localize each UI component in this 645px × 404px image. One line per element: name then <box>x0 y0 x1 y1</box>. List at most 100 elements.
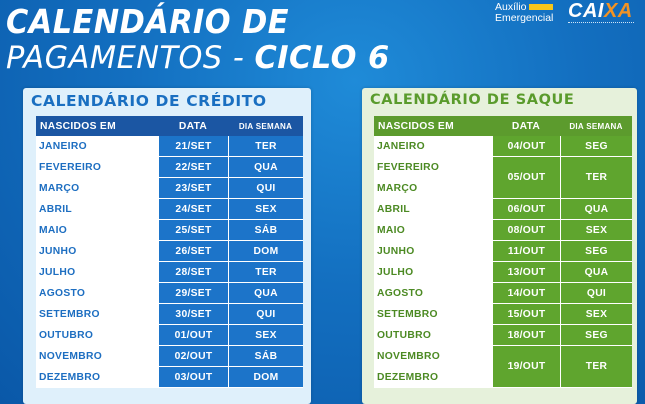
table-row: MARÇO 23/SET QUI <box>36 178 303 199</box>
withdrawal-calendar-table: NASCIDOS EM DATA DIA SEMANA JANEIRO 04/OU… <box>374 116 632 388</box>
birth-month: DEZEMBRO <box>36 367 158 388</box>
weekday: DOM <box>228 241 303 262</box>
table-row: DEZEMBRO 03/OUT DOM <box>36 367 303 388</box>
birth-month: AGOSTO <box>36 283 158 304</box>
weekday: TER <box>228 136 303 157</box>
birth-month: JANEIRO <box>36 136 158 157</box>
birth-month: NOVEMBRO <box>36 346 158 367</box>
table-header-row: NASCIDOS EM DATA DIA SEMANA <box>36 116 303 136</box>
payment-date: 19/OUT <box>492 346 560 388</box>
table-row: JANEIRO 21/SET TER <box>36 136 303 157</box>
weekday: DOM <box>228 367 303 388</box>
weekday: QUI <box>228 304 303 325</box>
payment-date: 06/OUT <box>492 199 560 220</box>
weekday: TER <box>560 157 632 199</box>
withdrawal-calendar-title: CALENDÁRIO DE SAQUE <box>370 92 575 108</box>
birth-month: JUNHO <box>36 241 158 262</box>
logo-badge <box>528 4 553 11</box>
table-row: NOVEMBRO 19/OUT TER <box>374 346 632 388</box>
column-header-born-in: NASCIDOS EM <box>374 116 492 136</box>
table-row: AGOSTO 14/OUT QUI <box>374 283 632 304</box>
table-row: JANEIRO 04/OUT SEG <box>374 136 632 157</box>
column-header-weekday: DIA SEMANA <box>228 116 303 136</box>
weekday: SEG <box>560 325 632 346</box>
weekday: SÁB <box>228 220 303 241</box>
payment-date: 28/SET <box>158 262 228 283</box>
birth-month: ABRIL <box>374 199 492 220</box>
table-row: MARÇO <box>374 178 632 199</box>
title-prefix: PAGAMENTOS - <box>6 40 245 76</box>
payment-date: 02/OUT <box>158 346 228 367</box>
caixa-logo-part2: XA <box>603 0 633 22</box>
birth-month: MAIO <box>374 220 492 241</box>
table-row: DEZEMBRO <box>374 367 632 388</box>
birth-month: JUNHO <box>374 241 492 262</box>
birth-month: ABRIL <box>36 199 158 220</box>
page-title-line2: PAGAMENTOS - CICLO 6 <box>6 40 390 76</box>
table-row: ABRIL 24/SET SEX <box>36 199 303 220</box>
table-row: FEVEREIRO 22/SET QUA <box>36 157 303 178</box>
weekday: SÁB <box>228 346 303 367</box>
table-row: MAIO 08/OUT SEX <box>374 220 632 241</box>
credit-calendar-table: NASCIDOS EM DATA DIA SEMANA JANEIRO 21/SE… <box>36 116 303 388</box>
table-row: JUNHO 11/OUT SEG <box>374 241 632 262</box>
payment-date: 08/OUT <box>492 220 560 241</box>
birth-month: FEVEREIRO <box>374 157 492 178</box>
withdrawal-calendar-panel: CALENDÁRIO DE SAQUE NASCIDOS EM DATA DIA… <box>362 88 637 404</box>
birth-month: OUTUBRO <box>36 325 158 346</box>
payment-date: 03/OUT <box>158 367 228 388</box>
birth-month: SETEMBRO <box>36 304 158 325</box>
caixa-logo-part1: CAI <box>568 0 604 22</box>
weekday: QUA <box>228 157 303 178</box>
table-row: SETEMBRO 15/OUT SEX <box>374 304 632 325</box>
birth-month: JULHO <box>374 262 492 283</box>
weekday: QUA <box>560 262 632 283</box>
payment-date: 18/OUT <box>492 325 560 346</box>
page-title-line1: CALENDÁRIO DE <box>6 2 289 41</box>
birth-month: FEVEREIRO <box>36 157 158 178</box>
table-row: NOVEMBRO 02/OUT SÁB <box>36 346 303 367</box>
payment-date: 29/SET <box>158 283 228 304</box>
payment-date: 11/OUT <box>492 241 560 262</box>
birth-month: MARÇO <box>374 178 492 199</box>
birth-month: SETEMBRO <box>374 304 492 325</box>
weekday: SEX <box>228 325 303 346</box>
weekday: SEX <box>560 304 632 325</box>
payment-date: 21/SET <box>158 136 228 157</box>
payment-date: 26/SET <box>158 241 228 262</box>
column-header-weekday: DIA SEMANA <box>560 116 632 136</box>
weekday: QUI <box>228 178 303 199</box>
cycle-label: CICLO 6 <box>254 40 390 76</box>
payment-date: 22/SET <box>158 157 228 178</box>
birth-month: JANEIRO <box>374 136 492 157</box>
payment-date: 24/SET <box>158 199 228 220</box>
weekday: QUA <box>228 283 303 304</box>
emergencial-label: Emergencial <box>495 12 554 24</box>
weekday: QUA <box>560 199 632 220</box>
column-header-born-in: NASCIDOS EM <box>36 116 158 136</box>
table-row: MAIO 25/SET SÁB <box>36 220 303 241</box>
weekday: TER <box>560 346 632 388</box>
birth-month: NOVEMBRO <box>374 346 492 367</box>
payment-date: 23/SET <box>158 178 228 199</box>
payment-date: 01/OUT <box>158 325 228 346</box>
auxilio-label: Auxílio <box>495 1 527 13</box>
weekday: SEG <box>560 136 632 157</box>
weekday: TER <box>228 262 303 283</box>
payment-date: 04/OUT <box>492 136 560 157</box>
weekday: SEX <box>228 199 303 220</box>
column-header-date: DATA <box>492 116 560 136</box>
table-row: OUTUBRO 01/OUT SEX <box>36 325 303 346</box>
table-row: OUTUBRO 18/OUT SEG <box>374 325 632 346</box>
birth-month: MARÇO <box>36 178 158 199</box>
payment-date: 13/OUT <box>492 262 560 283</box>
table-row: SETEMBRO 30/SET QUI <box>36 304 303 325</box>
table-row: FEVEREIRO 05/OUT TER <box>374 157 632 199</box>
birth-month: DEZEMBRO <box>374 367 492 388</box>
birth-month: OUTUBRO <box>374 325 492 346</box>
caixa-tagline-decoration <box>568 22 634 25</box>
table-row: AGOSTO 29/SET QUA <box>36 283 303 304</box>
payment-date: 25/SET <box>158 220 228 241</box>
credit-rows: JANEIRO 21/SET TER FEVEREIRO 22/SET QUA MARÇO 2… <box>36 136 303 388</box>
credit-calendar-title: CALENDÁRIO DE CRÉDITO <box>31 92 267 110</box>
